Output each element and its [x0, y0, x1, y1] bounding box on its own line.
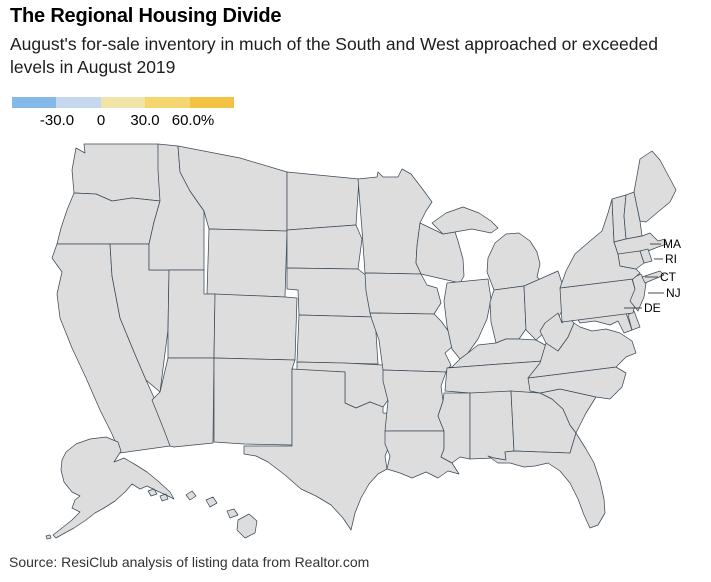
state-me[interactable]: [633, 150, 677, 223]
state-label-de: DE: [644, 301, 661, 315]
state-wv[interactable]: [539, 312, 575, 352]
legend-tick: 60.0%: [171, 112, 215, 129]
state-sd[interactable]: [286, 224, 363, 270]
subtitle: August's for-sale inventory in much of t…: [10, 34, 658, 77]
legend-swatch-row: [12, 97, 234, 108]
state-nd[interactable]: [286, 171, 360, 231]
state-co[interactable]: [213, 293, 298, 361]
legend-swatch-4: [145, 97, 190, 108]
state-or[interactable]: [56, 192, 161, 245]
legend-tick: -30.0: [39, 112, 75, 129]
legend-tick: 30.0: [130, 112, 160, 129]
state-ne[interactable]: [286, 267, 377, 318]
legend-swatch-3: [100, 97, 146, 108]
state-hi[interactable]: [185, 490, 258, 539]
legend-ticks: -30.0 0 30.0 60.0%: [12, 112, 234, 130]
state-label-ma: MA: [663, 237, 681, 251]
state-ak[interactable]: [45, 436, 175, 540]
legend-swatch-2: [56, 97, 101, 108]
state-az[interactable]: [151, 357, 215, 448]
state-label-ri: RI: [665, 252, 677, 266]
state-nm[interactable]: [213, 357, 296, 446]
page-title: The Regional Housing Divide: [10, 5, 282, 27]
state-wa[interactable]: [71, 143, 161, 202]
state-mo[interactable]: [369, 312, 454, 373]
state-ia[interactable]: [364, 272, 442, 315]
us-choropleth-map: MA RI CT NJ DE: [45, 143, 681, 540]
state-label-nj: NJ: [666, 286, 681, 300]
state-ms[interactable]: [437, 392, 471, 464]
source-note: Source: ResiClub analysis of listing dat…: [9, 554, 370, 570]
state-nj[interactable]: [629, 273, 647, 312]
state-fl[interactable]: [487, 432, 606, 529]
legend-tick: 0: [96, 112, 106, 129]
state-al[interactable]: [469, 390, 515, 461]
state-wy[interactable]: [206, 228, 288, 298]
color-scale-legend: -30.0 0 30.0 60.0%: [12, 97, 234, 130]
legend-swatch-1: [12, 97, 57, 108]
state-tx[interactable]: [243, 368, 401, 531]
state-label-ct: CT: [660, 270, 677, 284]
state-in[interactable]: [489, 285, 527, 344]
legend-swatch-5: [189, 97, 234, 108]
state-ar[interactable]: [382, 369, 447, 432]
state-ct[interactable]: [617, 250, 645, 270]
state-ks[interactable]: [296, 314, 379, 365]
